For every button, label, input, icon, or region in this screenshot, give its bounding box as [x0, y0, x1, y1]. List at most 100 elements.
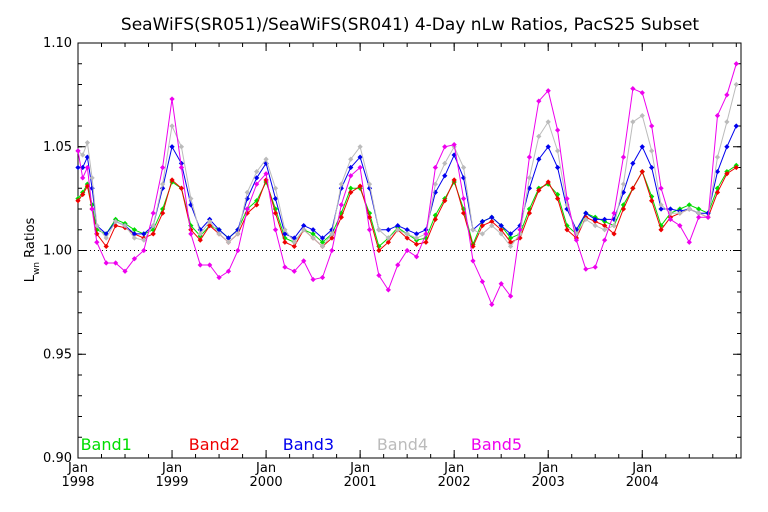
- data-point: [517, 227, 523, 233]
- data-point: [366, 214, 373, 220]
- data-point: [178, 164, 185, 171]
- data-point: [536, 156, 542, 162]
- data-point: [122, 268, 128, 274]
- data-point: [460, 164, 467, 171]
- data-point: [84, 183, 91, 189]
- data-point: [470, 258, 476, 264]
- x-tick-label-month: Jan: [537, 461, 558, 476]
- data-point: [620, 206, 627, 212]
- data-point: [112, 218, 119, 225]
- data-point: [714, 169, 721, 175]
- series-band3: [75, 123, 739, 241]
- data-point: [348, 189, 354, 196]
- data-point: [507, 293, 514, 299]
- data-point: [442, 198, 448, 204]
- data-point: [507, 243, 514, 249]
- data-point: [413, 254, 420, 260]
- data-point: [169, 123, 175, 129]
- data-point: [630, 119, 636, 125]
- data-point: [160, 210, 166, 216]
- data-point: [667, 216, 674, 222]
- data-point: [80, 152, 86, 158]
- data-point: [131, 235, 138, 241]
- data-point: [357, 144, 363, 150]
- data-point: [413, 241, 420, 247]
- data-point: [714, 113, 721, 119]
- data-point: [291, 243, 297, 249]
- data-point: [724, 144, 730, 150]
- data-point: [564, 196, 570, 202]
- data-point: [639, 144, 645, 150]
- data-point: [357, 154, 363, 160]
- data-point: [338, 181, 344, 187]
- data-point: [442, 144, 448, 150]
- data-point: [395, 262, 401, 268]
- x-tick-label-month: Jan: [631, 461, 652, 476]
- data-point: [282, 231, 288, 237]
- data-point: [658, 202, 664, 208]
- data-point: [592, 264, 598, 270]
- data-point: [733, 123, 739, 129]
- data-point: [602, 227, 608, 233]
- data-point: [658, 206, 664, 212]
- legend-label-band5: Band5: [471, 435, 522, 454]
- data-point: [207, 218, 213, 225]
- data-point: [451, 142, 457, 148]
- data-point: [592, 222, 598, 229]
- x-tick-label-year: 1999: [155, 475, 188, 490]
- data-point: [639, 169, 645, 175]
- data-point: [348, 156, 354, 162]
- data-point: [507, 231, 514, 237]
- data-point: [376, 227, 382, 233]
- data-point: [150, 210, 156, 216]
- data-point: [583, 216, 589, 222]
- data-point: [366, 181, 373, 187]
- data-point: [310, 235, 316, 241]
- data-point: [197, 262, 203, 268]
- data-point: [385, 227, 391, 233]
- data-point: [178, 144, 185, 150]
- data-point: [301, 258, 307, 264]
- x-tick-label-year: 2003: [532, 475, 565, 490]
- data-point: [677, 222, 683, 229]
- data-point: [207, 222, 213, 229]
- data-point: [89, 185, 95, 191]
- data-point: [75, 164, 81, 171]
- data-point: [282, 227, 288, 233]
- data-point: [89, 175, 95, 181]
- data-point: [338, 214, 344, 220]
- data-point: [611, 222, 617, 229]
- y-axis: 0.90 0.95 1.00 1.05 1.10: [43, 36, 741, 466]
- data-point: [301, 227, 307, 233]
- data-point: [84, 139, 91, 146]
- data-point: [366, 227, 373, 233]
- data-point: [112, 260, 119, 266]
- data-point: [611, 210, 617, 216]
- y-tick-label: 1.00: [43, 244, 72, 259]
- data-point: [385, 235, 391, 241]
- data-point: [80, 175, 86, 181]
- data-point: [658, 185, 664, 191]
- data-point: [225, 239, 232, 245]
- data-point: [479, 231, 486, 237]
- data-point: [169, 96, 175, 102]
- data-point: [479, 218, 486, 225]
- series-band2: [75, 164, 739, 254]
- data-point: [611, 231, 617, 237]
- data-point: [649, 148, 655, 154]
- series-band4: [75, 81, 739, 249]
- legend-label-band2: Band2: [189, 435, 240, 454]
- data-point: [658, 227, 664, 233]
- x-tick-label-year: 1998: [61, 475, 94, 490]
- data-point: [498, 222, 504, 229]
- data-point: [602, 237, 608, 243]
- data-point: [75, 198, 81, 204]
- data-point: [536, 187, 542, 193]
- data-point: [385, 287, 391, 293]
- data-point: [498, 281, 504, 287]
- data-point: [404, 247, 410, 254]
- data-point: [141, 237, 147, 243]
- data-point: [160, 181, 166, 187]
- data-point: [357, 183, 363, 189]
